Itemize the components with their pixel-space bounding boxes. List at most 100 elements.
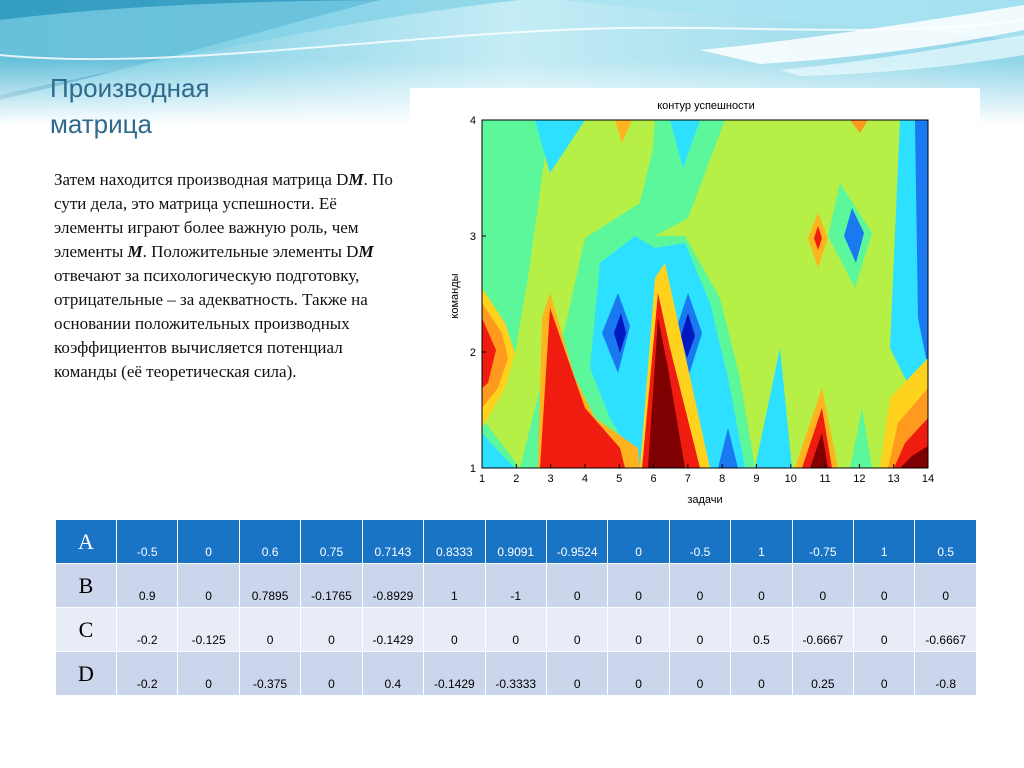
table-cell: 0 — [668, 651, 732, 696]
table-cell: -0.8 — [914, 651, 977, 696]
row-label: C — [55, 607, 117, 652]
table-cell: -0.6667 — [914, 607, 977, 652]
table-cell: 0 — [177, 519, 240, 564]
x-tick-label: 1 — [479, 473, 485, 485]
table-cell: 0.25 — [791, 651, 855, 696]
table-cell: -0.5 — [115, 519, 179, 564]
contour-region — [915, 120, 928, 368]
table-cell: 0 — [668, 607, 732, 652]
table-cell: 0.75 — [300, 519, 363, 564]
table-cell: -0.6667 — [791, 607, 855, 652]
contour-region — [681, 313, 695, 358]
contour-region — [810, 433, 828, 468]
contour-region — [814, 226, 822, 250]
title-line-1: Производная — [50, 73, 210, 103]
body-text-part: отвечают за психологическую подготовку, … — [54, 266, 368, 381]
table-cell: -0.75 — [791, 519, 855, 564]
table-cell: 0.7895 — [238, 563, 302, 608]
table-cell: 1 — [853, 519, 916, 564]
x-tick-label: 5 — [616, 473, 622, 485]
slide-title: Производная матрица — [50, 70, 410, 142]
coefficients-table: A -0.5 0 0.6 0.75 0.7143 0.8333 0.9091 -0.9524 0-… — [55, 519, 977, 696]
table-cell: 0.9091 — [484, 519, 547, 564]
table-cell: -0.125 — [177, 607, 240, 652]
table-cell: -0.2 — [115, 607, 179, 652]
table-row: A -0.5 0 0.6 0.75 0.7143 0.8333 0.9091 -0.9524 0-… — [55, 519, 977, 564]
table-cell: -0.375 — [238, 651, 302, 696]
contour-region — [850, 408, 872, 468]
table-cell: 0 — [300, 607, 363, 652]
x-tick-label: 11 — [819, 473, 830, 485]
y-tick-label: 2 — [470, 347, 476, 359]
table-cell: -0.1429 — [423, 651, 486, 696]
chart-title: контур успешности — [657, 100, 755, 112]
contour-chart: контур успешности — [410, 88, 980, 508]
x-axis-ticks: 1 2 3 4 5 6 7 8 9 10 11 12 13 14 — [479, 464, 934, 485]
x-tick-label: 6 — [650, 473, 656, 485]
y-tick-label: 4 — [470, 115, 476, 127]
table-cell: -0.2 — [115, 651, 179, 696]
row-label: B — [55, 563, 117, 608]
x-tick-label: 4 — [582, 473, 588, 485]
table-row: C -0.2 -0.125 0 0 -0.1429 0 0 0 0 0 0.5 -0.6667 0 -0.6… — [55, 607, 977, 652]
contour-region — [615, 120, 632, 143]
table-cell: 1 — [730, 519, 793, 564]
contour-region — [670, 120, 700, 168]
contour-region — [540, 308, 625, 468]
contour-region — [482, 120, 550, 468]
table-cell: 0 — [545, 607, 609, 652]
table-cell: 0 — [423, 607, 486, 652]
contour-region — [718, 428, 738, 468]
table-cell: 0 — [545, 651, 609, 696]
matrix-symbol: M — [127, 242, 143, 261]
contour-region — [755, 348, 792, 468]
table-cell: 0.6 — [238, 519, 302, 564]
contour-region — [640, 120, 725, 236]
contour-region — [844, 208, 864, 263]
y-axis-label: команды — [449, 273, 461, 318]
contour-plot-area — [481, 119, 929, 469]
contour-region — [482, 318, 496, 388]
contour-region — [482, 433, 515, 468]
x-tick-label: 7 — [685, 473, 691, 485]
y-axis-ticks: 1 2 3 4 — [470, 115, 486, 475]
x-tick-label: 14 — [922, 473, 934, 485]
y-tick-label: 3 — [470, 231, 476, 243]
contour-region — [850, 120, 868, 133]
title-line-2: матрица — [50, 109, 153, 139]
table-cell: 0 — [545, 563, 609, 608]
wave-banner — [0, 0, 1024, 125]
table-cell: 0 — [791, 563, 855, 608]
table-row: D -0.2 0 -0.375 0 0.4 -0.1429 -0.3333 0 0 0 0 0.25 0-… — [55, 651, 977, 696]
matrix-symbol: M — [358, 242, 374, 261]
table-cell: 0 — [607, 607, 670, 652]
table-cell: 0 — [914, 563, 977, 608]
table-cell: 0.8333 — [423, 519, 486, 564]
table-cell: 1 — [423, 563, 486, 608]
table-cell: -0.3333 — [484, 651, 547, 696]
contour-region — [614, 313, 626, 353]
x-tick-label: 13 — [888, 473, 900, 485]
x-tick-label: 8 — [719, 473, 725, 485]
table-cell: 0 — [300, 651, 363, 696]
table-cell: 0 — [607, 651, 670, 696]
x-axis-label: задачи — [687, 494, 722, 506]
table-cell: 0.7143 — [361, 519, 425, 564]
table-cell: 0 — [730, 651, 793, 696]
table-cell: -0.9524 — [545, 519, 609, 564]
table-cell: 0.9 — [115, 563, 179, 608]
contour-region — [482, 303, 508, 408]
table-cell: -0.5 — [668, 519, 732, 564]
table-cell: 0 — [853, 651, 916, 696]
table-cell: 0.5 — [914, 519, 977, 564]
y-tick-label: 1 — [470, 463, 476, 475]
row-label: D — [55, 651, 117, 696]
body-text-part: . Положительные элементы D — [142, 242, 359, 261]
table-cell: 0 — [607, 519, 670, 564]
table-cell: 0 — [853, 607, 916, 652]
body-text-part: . По сути дела, это матрица успешности. … — [54, 170, 393, 261]
table-cell: 0 — [730, 563, 793, 608]
table-cell: 0 — [177, 563, 240, 608]
table-cell: -0.8929 — [361, 563, 425, 608]
table-cell: 0 — [484, 607, 547, 652]
